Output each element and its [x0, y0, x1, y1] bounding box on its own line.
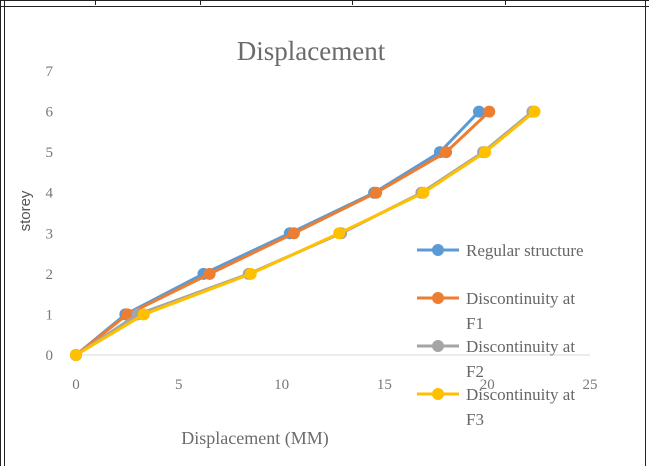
- series-2: [70, 105, 496, 361]
- legend-label: Discontinuity at F2: [466, 337, 575, 381]
- data-point: [483, 105, 496, 118]
- data-point: [244, 267, 257, 280]
- y-tick-label: 1: [46, 307, 54, 323]
- y-tick-label: 0: [46, 348, 54, 364]
- x-axis-ticks: 0 5 10 15 20 25: [72, 377, 597, 393]
- y-tick-label: 5: [46, 145, 54, 161]
- x-axis-title: Displacement (MM): [181, 428, 328, 449]
- x-tick-label: 25: [583, 377, 598, 393]
- y-tick-label: 6: [46, 105, 54, 121]
- data-point: [417, 186, 430, 199]
- x-tick-label: 20: [480, 377, 495, 393]
- legend-label: Discontinuity at F1: [466, 289, 575, 333]
- data-point: [479, 146, 492, 159]
- x-tick-label: 15: [377, 377, 392, 393]
- legend-item: Discontinuity at F3: [417, 385, 575, 429]
- x-tick-label: 0: [72, 377, 80, 393]
- legend-swatch-marker: [432, 292, 444, 304]
- chart-title: Displacement: [237, 36, 386, 66]
- data-point: [203, 267, 216, 280]
- y-tick-label: 2: [46, 267, 54, 283]
- y-axis-title: storey: [17, 190, 34, 231]
- legend-label: Discontinuity at F3: [466, 385, 575, 429]
- legend-label: Regular structure: [466, 241, 584, 260]
- data-point: [333, 227, 346, 240]
- data-point: [472, 105, 485, 118]
- y-axis-ticks: 0 1 2 3 4 5 6 7: [46, 64, 54, 364]
- y-tick-label: 4: [46, 186, 54, 202]
- data-point: [370, 186, 383, 199]
- x-tick-label: 10: [274, 377, 289, 393]
- legend-item: Discontinuity at F2: [417, 337, 575, 381]
- series-layer: [70, 105, 541, 361]
- data-point: [440, 146, 453, 159]
- data-point: [287, 227, 300, 240]
- x-tick-label: 5: [175, 377, 183, 393]
- y-tick-label: 3: [46, 226, 54, 242]
- legend-swatch-marker: [432, 244, 444, 256]
- data-point: [137, 308, 150, 321]
- legend-item: Discontinuity at F1: [417, 289, 575, 333]
- legend-item: Regular structure: [417, 241, 584, 260]
- data-point: [528, 105, 541, 118]
- y-tick-label: 7: [46, 64, 54, 80]
- legend-swatch-marker: [432, 388, 444, 400]
- legend-swatch-marker: [432, 340, 444, 352]
- data-point: [70, 349, 82, 361]
- series-4: [70, 105, 541, 361]
